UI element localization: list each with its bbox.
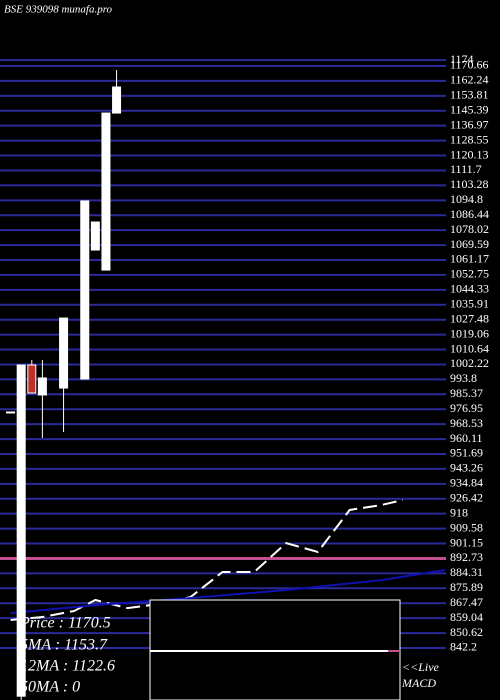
y-tick-label: 875.89 — [450, 580, 483, 594]
y-tick-label: 867.47 — [450, 595, 483, 609]
y-tick-label: 951.69 — [450, 446, 483, 460]
y-tick-label: 1002.22 — [450, 356, 489, 370]
y-tick-label: 1136.97 — [450, 117, 489, 131]
info-price: Price : 1170.5 — [19, 615, 111, 632]
info-12ma: 12MA : 1122.6 — [20, 658, 115, 675]
y-tick-label: 1103.28 — [450, 177, 489, 191]
y-tick-label: 884.31 — [450, 565, 483, 579]
y-tick-label: 1128.55 — [450, 132, 489, 146]
chart-title: BSE 939098 munafa.pro — [4, 4, 113, 16]
y-tick-label: 1078.02 — [450, 222, 489, 236]
macd-label: MACD — [401, 676, 436, 690]
y-tick-label: 1170.66 — [450, 58, 489, 72]
y-tick-label: 934.84 — [450, 476, 483, 490]
y-tick-label: 993.8 — [450, 371, 477, 385]
y-tick-label: 1061.17 — [450, 252, 489, 266]
y-tick-label: 968.53 — [450, 416, 483, 430]
y-tick-label: 1069.59 — [450, 237, 489, 251]
candle-body — [59, 317, 69, 389]
candle-body — [27, 364, 37, 394]
candle-body — [101, 112, 111, 271]
y-tick-label: 1027.48 — [450, 311, 489, 325]
y-tick-label: 985.37 — [450, 386, 483, 400]
y-tick-label: 842.2 — [450, 640, 477, 654]
candle-body — [90, 221, 100, 251]
marks — [6, 69, 446, 700]
macd-label: <<Live — [402, 660, 440, 674]
y-tick-label: 1162.24 — [450, 73, 489, 87]
y-tick-label: 1153.81 — [450, 88, 489, 102]
y-tick-label: 1019.06 — [450, 326, 489, 340]
grid: 11741170.661162.241153.811145.391136.971… — [0, 52, 489, 654]
y-tick-label: 1035.91 — [450, 297, 489, 311]
y-tick-label: 892.73 — [450, 550, 483, 564]
ma-line — [10, 499, 403, 621]
y-tick-label: 960.11 — [450, 431, 483, 445]
y-tick-label: 1145.39 — [450, 103, 489, 117]
candle-body — [6, 411, 16, 414]
y-tick-label: 1010.64 — [450, 341, 489, 355]
candle-body — [80, 200, 90, 380]
y-tick-label: 926.42 — [450, 491, 483, 505]
candle-body — [37, 377, 47, 396]
info-5ma: 5MA : 1153.7 — [20, 637, 108, 654]
y-tick-label: 1086.44 — [450, 207, 489, 221]
candle-body — [16, 364, 26, 697]
y-tick-label: 859.04 — [450, 610, 483, 624]
info-50ma: 50MA : 0 — [20, 679, 80, 696]
candle-body — [112, 86, 122, 114]
y-tick-label: 1120.13 — [450, 147, 489, 161]
y-tick-label: 1052.75 — [450, 267, 489, 281]
y-tick-label: 1094.8 — [450, 192, 483, 206]
y-tick-label: 918 — [450, 505, 468, 519]
y-tick-label: 976.95 — [450, 401, 483, 415]
y-tick-label: 850.62 — [450, 625, 483, 639]
y-tick-label: 1111.7 — [450, 162, 482, 176]
y-tick-label: 943.26 — [450, 461, 483, 475]
ma-line — [10, 569, 446, 615]
y-tick-label: 909.58 — [450, 520, 483, 534]
y-tick-label: 1044.33 — [450, 282, 489, 296]
y-tick-label: 901.15 — [450, 535, 483, 549]
y-tick-label: 1174 — [450, 52, 474, 66]
